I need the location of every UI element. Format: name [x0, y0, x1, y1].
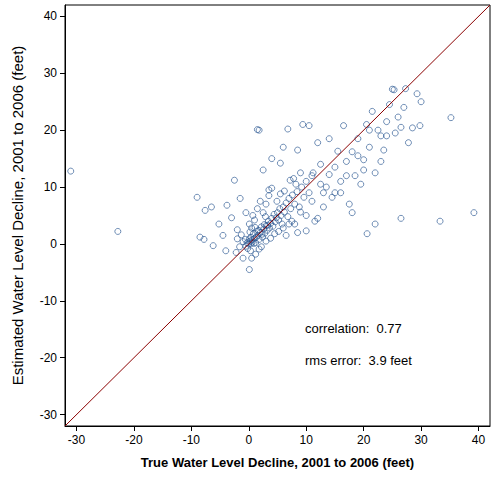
- svg-text:10: 10: [300, 433, 314, 447]
- svg-text:0: 0: [50, 237, 57, 251]
- svg-text:True Water Level Decline, 2001: True Water Level Decline, 2001 to 2006 (…: [141, 455, 414, 470]
- svg-text:correlation: 0.77: correlation: 0.77: [305, 321, 402, 336]
- svg-text:40: 40: [472, 433, 486, 447]
- svg-text:30: 30: [414, 433, 428, 447]
- svg-text:40: 40: [44, 9, 58, 23]
- svg-text:10: 10: [44, 180, 58, 194]
- svg-text:-10: -10: [40, 294, 58, 308]
- svg-text:Estimated Water Level Decline,: Estimated Water Level Decline, 2001 to 2…: [9, 46, 26, 386]
- svg-text:-30: -30: [68, 433, 86, 447]
- svg-text:-20: -20: [40, 351, 58, 365]
- svg-text:30: 30: [44, 66, 58, 80]
- svg-text:-20: -20: [125, 433, 143, 447]
- svg-text:-30: -30: [40, 408, 58, 422]
- svg-text:rms error: 3.9 feet: rms error: 3.9 feet: [305, 353, 412, 368]
- svg-text:20: 20: [357, 433, 371, 447]
- svg-text:0: 0: [245, 433, 252, 447]
- svg-text:20: 20: [44, 123, 58, 137]
- svg-text:-10: -10: [183, 433, 201, 447]
